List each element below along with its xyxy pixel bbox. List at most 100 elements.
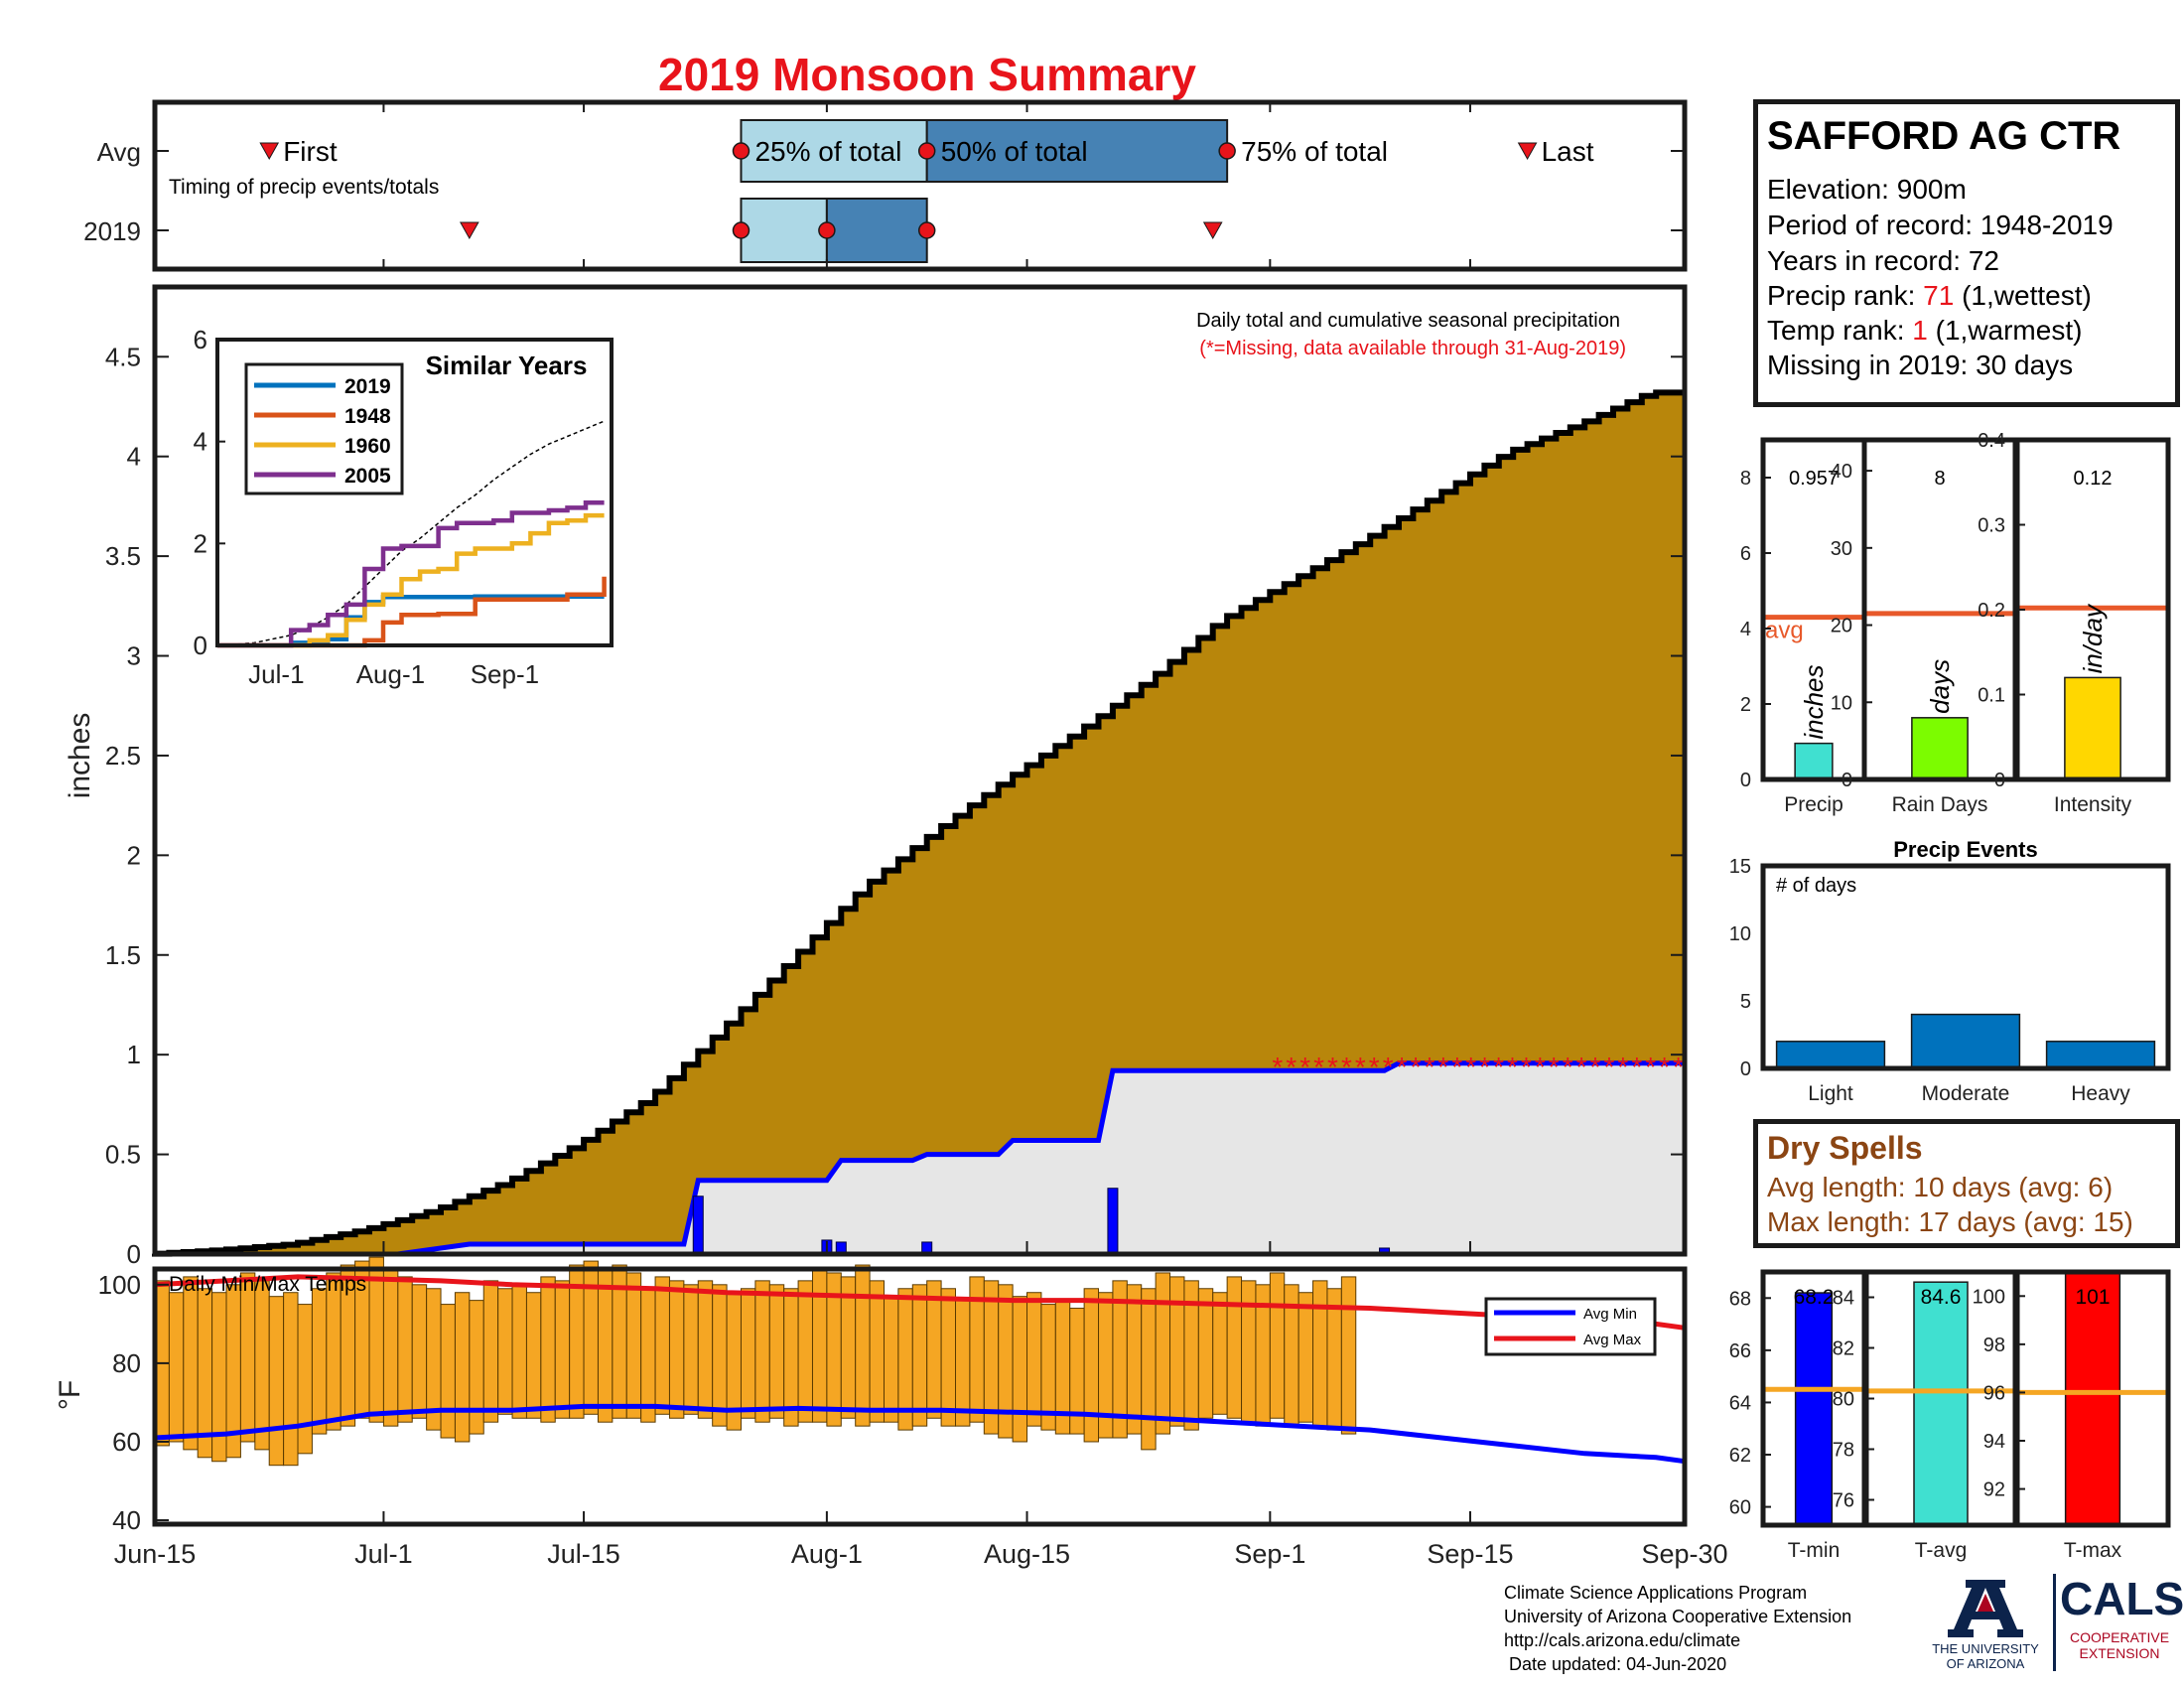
daily-temp-bar	[1169, 1276, 1185, 1427]
temp-summary-y-tick-label: 78	[1833, 1440, 1854, 1462]
missing-marker: *	[1673, 1052, 1684, 1082]
first-event-marker	[259, 142, 280, 161]
missing-marker: *	[1535, 1052, 1546, 1082]
missing-marker: *	[1411, 1052, 1422, 1082]
temp-summary-y-tick-label: 68	[1729, 1288, 1751, 1310]
missing-marker: *	[1465, 1052, 1476, 1082]
metric-unit-label: inches	[1799, 664, 1829, 739]
metric-title: Precip	[1784, 793, 1843, 816]
missing-marker: *	[1313, 1052, 1324, 1082]
temp-summary-value-label: 84.6	[1921, 1286, 1962, 1309]
daily-temp-bar	[940, 1288, 957, 1427]
metric-bar-intensity	[2064, 676, 2121, 780]
missing-marker: *	[1563, 1052, 1573, 1082]
last-event-marker	[1517, 142, 1538, 161]
daily-temp-bar	[554, 1280, 571, 1419]
daily-temp-bar	[382, 1268, 399, 1427]
credits: Climate Science Applications Program Uni…	[1504, 1581, 1851, 1676]
missing-marker: *	[1659, 1052, 1670, 1082]
inset-series-line-1960	[217, 512, 605, 648]
precip-event-bar	[1775, 1041, 1886, 1069]
daily-temp-bar	[668, 1280, 685, 1419]
dry-spells-avg: Avg length: 10 days (avg: 6)	[1767, 1172, 2114, 1202]
missing-marker: *	[1437, 1052, 1448, 1082]
dry-spells-title: Dry Spells	[1767, 1130, 1923, 1166]
temp-summary-y-tick-label: 64	[1729, 1392, 1751, 1414]
daily-temp-bar	[783, 1288, 799, 1427]
temp-summary-y-tick-label: 66	[1729, 1340, 1751, 1362]
daily-temp-bar	[697, 1280, 714, 1419]
metric-y-tick-label: 0	[1842, 770, 1852, 791]
missing-marker: *	[1631, 1052, 1642, 1082]
temp-summary-title: T-max	[2064, 1539, 2122, 1562]
daily-temp-bar	[654, 1276, 670, 1415]
station-period: Period of record: 1948-2019	[1767, 210, 2114, 240]
main-y-tick-label: 4.5	[105, 342, 141, 371]
q50-label: 50% of total	[941, 136, 1088, 167]
main-y-tick-label: 4	[127, 442, 141, 472]
missing-marker: *	[1383, 1052, 1394, 1082]
daily-temp-bar	[683, 1284, 699, 1415]
main-y-tick-label: 3	[127, 641, 141, 671]
daily-temp-bar	[998, 1284, 1014, 1439]
inset-legend-label: 2019	[344, 375, 391, 398]
cals-logo: CALS COOPERATIVE EXTENSION	[2060, 1574, 2184, 1661]
precip-events-frame	[1760, 863, 2171, 1071]
main-y-tick-label: 1.5	[105, 940, 141, 970]
daily-temp-bar	[926, 1280, 942, 1419]
temp-summary-y-tick-label: 76	[1833, 1490, 1854, 1512]
missing-marker: *	[1327, 1052, 1338, 1082]
ua-block-a-icon	[1948, 1580, 2023, 1637]
daily-temp-bar	[1141, 1288, 1157, 1451]
missing-marker: *	[1286, 1052, 1297, 1082]
daily-temp-bar	[1026, 1292, 1042, 1427]
inset-legend-label: 2005	[344, 465, 391, 488]
inset-x-tick-label: Aug-1	[356, 659, 425, 689]
temps-title: Daily Min/Max Temps	[169, 1273, 366, 1296]
temps-frame	[152, 1266, 1688, 1527]
temp-summary-y-tick-label: 84	[1833, 1288, 1854, 1310]
metric-y-tick-label: 0.3	[1978, 515, 2005, 537]
metric-unit-label: days	[1925, 659, 1955, 714]
temps-y-tick-label: 60	[112, 1427, 141, 1457]
inset-y-tick-label: 4	[194, 427, 207, 457]
date-x-tick-label: Aug-15	[984, 1539, 1070, 1569]
missing-marker: *	[1299, 1052, 1310, 1082]
daily-temp-bar	[754, 1280, 770, 1423]
metric-y-tick-label: 0.1	[1978, 685, 2005, 707]
station-missing: Missing in 2019: 30 days	[1767, 350, 2074, 380]
metric-title: Rain Days	[1892, 793, 1988, 816]
inset-legend-label: 1948	[344, 405, 391, 428]
daily-temp-bar	[1012, 1296, 1028, 1443]
daily-precip-bar	[692, 1196, 704, 1255]
inset-title: Similar Years	[426, 351, 588, 380]
daily-temp-bar	[168, 1292, 185, 1443]
temps-legend-box	[1484, 1297, 1657, 1356]
main-missing-note: (*=Missing, data available through 31-Au…	[1199, 338, 1626, 359]
daily-temp-bar	[454, 1292, 471, 1443]
missing-marker: *	[1424, 1052, 1434, 1082]
daily-temp-bar	[740, 1288, 756, 1419]
daily-temp-bar	[469, 1300, 484, 1435]
metric-unit-label: in/day	[2078, 603, 2108, 673]
daily-temp-bar	[511, 1284, 527, 1419]
quartile-marker	[818, 221, 836, 239]
inset-series-line-2005	[217, 500, 605, 648]
main-y-tick-label: 2	[127, 840, 141, 870]
metric-y-tick-label: 20	[1831, 616, 1852, 637]
missing-marker: *	[1617, 1052, 1628, 1082]
daily-temp-bar	[712, 1284, 728, 1427]
daily-temp-bar	[482, 1280, 499, 1423]
credit-line-2: University of Arizona Cooperative Extens…	[1504, 1607, 1852, 1626]
dry-spells-box	[1753, 1119, 2180, 1248]
metric-bar-rain_days	[1911, 717, 1969, 780]
quartile-marker	[732, 221, 751, 239]
quartile-marker	[917, 221, 936, 239]
missing-marker: *	[1576, 1052, 1587, 1082]
temp-summary-value-label: 101	[2075, 1286, 2110, 1309]
date-x-tick-label: Sep-1	[1234, 1539, 1305, 1569]
avg-cumulative-area	[155, 392, 1685, 1254]
timing-frame	[152, 99, 1688, 272]
daily-temp-bar	[397, 1276, 413, 1423]
inset-frame	[215, 338, 614, 647]
